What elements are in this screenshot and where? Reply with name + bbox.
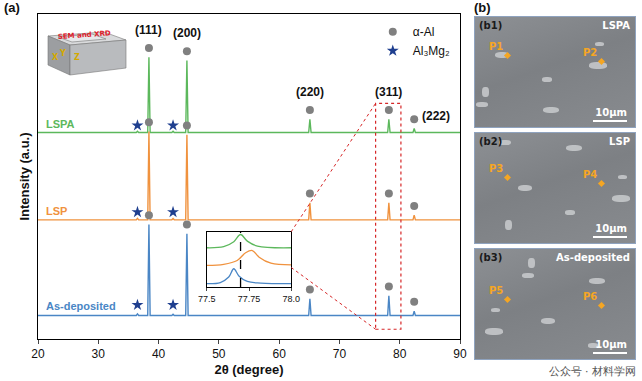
svg-text:(200): (200) [173,26,201,40]
svg-text:60: 60 [272,347,286,361]
svg-text:α-Al: α-Al [413,25,435,39]
html-text:P5: P5 [489,285,504,296]
html-text:10μm: 10μm [595,223,627,234]
svg-text:70: 70 [333,347,347,361]
html-text:LSP: LSP [609,136,630,147]
svg-text:LSP: LSP [46,205,67,217]
svg-text:X: X [52,53,59,62]
svg-text:(311): (311) [375,85,402,99]
svg-text:Al₃Mg₂: Al₃Mg₂ [413,44,450,58]
svg-text:50: 50 [212,347,226,361]
html-text:(b2): (b2) [479,136,503,147]
html-text:As-deposited: As-deposited [556,252,630,263]
svg-text:Y: Y [59,49,66,58]
html-text:(b): (b) [474,0,491,15]
html-text:(b3): (b3) [479,252,503,263]
svg-text:As-deposited: As-deposited [46,300,116,312]
svg-text:LSPA: LSPA [46,118,75,130]
svg-text:80: 80 [393,347,407,361]
svg-text:2θ (degree): 2θ (degree) [214,362,283,377]
svg-text:30: 30 [92,347,106,361]
svg-text:40: 40 [152,347,166,361]
html-text:P3: P3 [489,163,504,174]
svg-text:90: 90 [453,347,467,361]
html-text:(b1): (b1) [479,20,503,31]
svg-text:SEM and XRD: SEM and XRD [58,29,112,41]
svg-text:77.75: 77.75 [238,294,261,304]
html-text:LSPA: LSPA [602,20,630,31]
svg-text:77.5: 77.5 [198,294,216,304]
html-text:P6: P6 [583,291,598,302]
html-text:P4: P4 [583,169,598,180]
svg-text:(111): (111) [135,23,162,37]
html-text:10μm: 10μm [595,339,627,350]
svg-text:Z: Z [74,53,80,62]
html-text:(a): (a) [4,0,20,15]
html-text:P2: P2 [583,47,598,58]
svg-text:20: 20 [31,347,45,361]
html-text:10μm: 10μm [595,107,627,118]
svg-text:Intensity (a.u.): Intensity (a.u.) [17,132,32,220]
svg-text:(222): (222) [422,109,450,123]
svg-text:(220): (220) [296,85,324,99]
html-text:公众号 · 材料学网: 公众号 · 材料学网 [548,365,636,378]
svg-text:78.0: 78.0 [282,294,300,304]
html-text:P1: P1 [489,41,504,52]
